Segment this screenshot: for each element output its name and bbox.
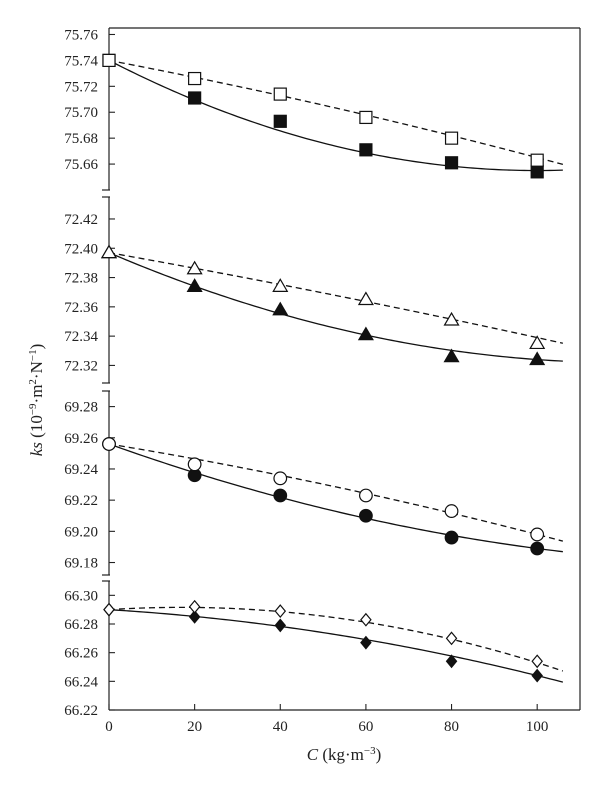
y-axis-title-main: ks <box>27 442 46 457</box>
y-tick-label-1-5: 72.32 <box>64 358 98 374</box>
data-point-3-0-5 <box>531 668 543 683</box>
fit-line-3-1 <box>108 606 564 672</box>
y-tick-label-2-1: 69.26 <box>64 431 98 447</box>
data-point-0-1-2 <box>273 87 287 101</box>
data-point-0-1-1 <box>188 71 202 86</box>
y-tick-label-3-4: 66.22 <box>64 703 98 719</box>
fit-line-2-0 <box>108 443 563 553</box>
x-tick-label-3: 60 <box>358 719 373 735</box>
fit-line-0-0 <box>108 59 563 172</box>
y-tick-label-2-3: 69.22 <box>64 493 98 509</box>
y-axis-title-dot: ·N <box>27 361 46 379</box>
x-tick-label-5: 100 <box>526 719 549 735</box>
y-tick-label-1-3: 72.36 <box>64 300 98 316</box>
y-tick-label-1-4: 72.34 <box>64 329 98 345</box>
data-point-1-1-2 <box>272 278 289 292</box>
data-point-0-1-4 <box>444 131 459 145</box>
data-point-1-0-3 <box>357 326 374 341</box>
y-axis-title-exp3: −1 <box>27 349 39 361</box>
data-point-1-1-3 <box>357 291 374 306</box>
data-point-0-0-4 <box>444 156 459 170</box>
y-tick-label-0-4: 75.68 <box>64 131 98 147</box>
data-point-3-0-2 <box>274 618 287 633</box>
y-axis-title-mid: ·m <box>27 385 46 404</box>
data-point-2-1-2 <box>273 471 288 486</box>
y-tick-label-0-3: 75.70 <box>64 105 98 121</box>
x-axis-title: C (kg·m−3) <box>307 745 382 764</box>
data-point-2-1-0 <box>102 437 116 451</box>
data-point-3-1-3 <box>360 612 372 627</box>
data-point-1-1-5 <box>529 335 546 350</box>
x-tick-label-1: 20 <box>187 719 202 735</box>
data-point-1-1-4 <box>443 311 460 326</box>
data-point-1-0-1 <box>186 278 203 292</box>
y-tick-label-0-2: 75.72 <box>64 79 98 95</box>
fit-line-0-1 <box>108 59 564 166</box>
data-point-2-0-3 <box>359 508 373 523</box>
data-point-1-0-4 <box>443 348 460 363</box>
fit-line-1-1 <box>108 252 564 344</box>
data-point-2-0-2 <box>273 488 288 503</box>
y-tick-label-2-5: 69.18 <box>64 556 98 572</box>
y-axis-title: ks (10−9·m2·N−1) <box>27 344 46 457</box>
data-point-2-1-1 <box>187 457 202 472</box>
data-point-1-1-0 <box>100 244 118 259</box>
data-point-2-1-4 <box>444 504 459 518</box>
data-point-0-1-3 <box>359 110 373 125</box>
y-tick-label-1-1: 72.40 <box>64 241 98 257</box>
y-tick-label-2-4: 69.20 <box>64 524 98 540</box>
y-tick-label-1-0: 72.42 <box>64 212 98 228</box>
data-point-3-1-4 <box>445 631 458 646</box>
data-point-2-0-5 <box>530 541 545 556</box>
data-point-2-0-4 <box>444 530 459 545</box>
x-axis-title-main: C <box>307 745 319 764</box>
data-point-1-0-2 <box>272 301 289 316</box>
data-point-0-0-3 <box>359 143 373 157</box>
data-point-3-1-1 <box>188 599 201 614</box>
y-axis-title-exp1: −9 <box>27 403 39 415</box>
y-axis-title-exp2: 2 <box>27 379 39 385</box>
y-tick-label-1-2: 72.38 <box>64 271 98 287</box>
fit-line-3-0 <box>108 609 564 683</box>
data-point-3-1-2 <box>274 604 287 619</box>
data-point-3-1-5 <box>531 654 543 669</box>
data-point-1-1-1 <box>186 260 203 275</box>
x-axis-title-open: (kg·m <box>318 745 364 764</box>
y-tick-label-3-2: 66.26 <box>64 646 98 662</box>
x-tick-label-2: 40 <box>273 719 288 735</box>
data-point-0-0-1 <box>188 91 202 105</box>
y-tick-label-3-3: 66.24 <box>64 674 98 690</box>
y-tick-label-0-5: 75.66 <box>64 157 98 173</box>
x-tick-label-4: 80 <box>444 719 459 735</box>
data-point-0-1-0 <box>102 53 116 68</box>
data-point-3-0-3 <box>360 635 372 650</box>
data-point-1-0-5 <box>529 351 546 366</box>
data-point-3-1-0 <box>103 602 115 617</box>
data-point-0-0-2 <box>273 114 287 128</box>
x-tick-label-0: 0 <box>105 719 113 735</box>
data-point-2-1-3 <box>359 488 373 503</box>
data-point-3-0-4 <box>445 654 458 669</box>
fit-line-1-0 <box>108 252 563 362</box>
plot-area: 0 20 40 60 80 100 75.76 75.74 75.72 75.70 75.68 75.… <box>64 27 581 735</box>
data-point-0-0-5 <box>530 165 544 179</box>
x-axis-title-close: ) <box>376 745 382 764</box>
y-axis-title-open: (10 <box>27 415 46 442</box>
fit-line-2-1 <box>108 443 564 542</box>
y-axis-title-close: ) <box>27 344 46 350</box>
y-tick-label-2-0: 69.28 <box>64 400 98 416</box>
y-tick-label-0-0: 75.76 <box>64 27 98 43</box>
y-tick-label-3-0: 66.30 <box>64 588 98 604</box>
data-point-3-0-1 <box>188 609 201 624</box>
y-tick-label-3-1: 66.28 <box>64 617 98 633</box>
y-tick-label-2-2: 69.24 <box>64 462 98 478</box>
data-point-0-1-5 <box>530 153 544 167</box>
data-point-2-1-5 <box>530 527 545 542</box>
y-tick-label-0-1: 75.74 <box>64 53 98 69</box>
x-axis-title-exp: −3 <box>364 745 376 757</box>
